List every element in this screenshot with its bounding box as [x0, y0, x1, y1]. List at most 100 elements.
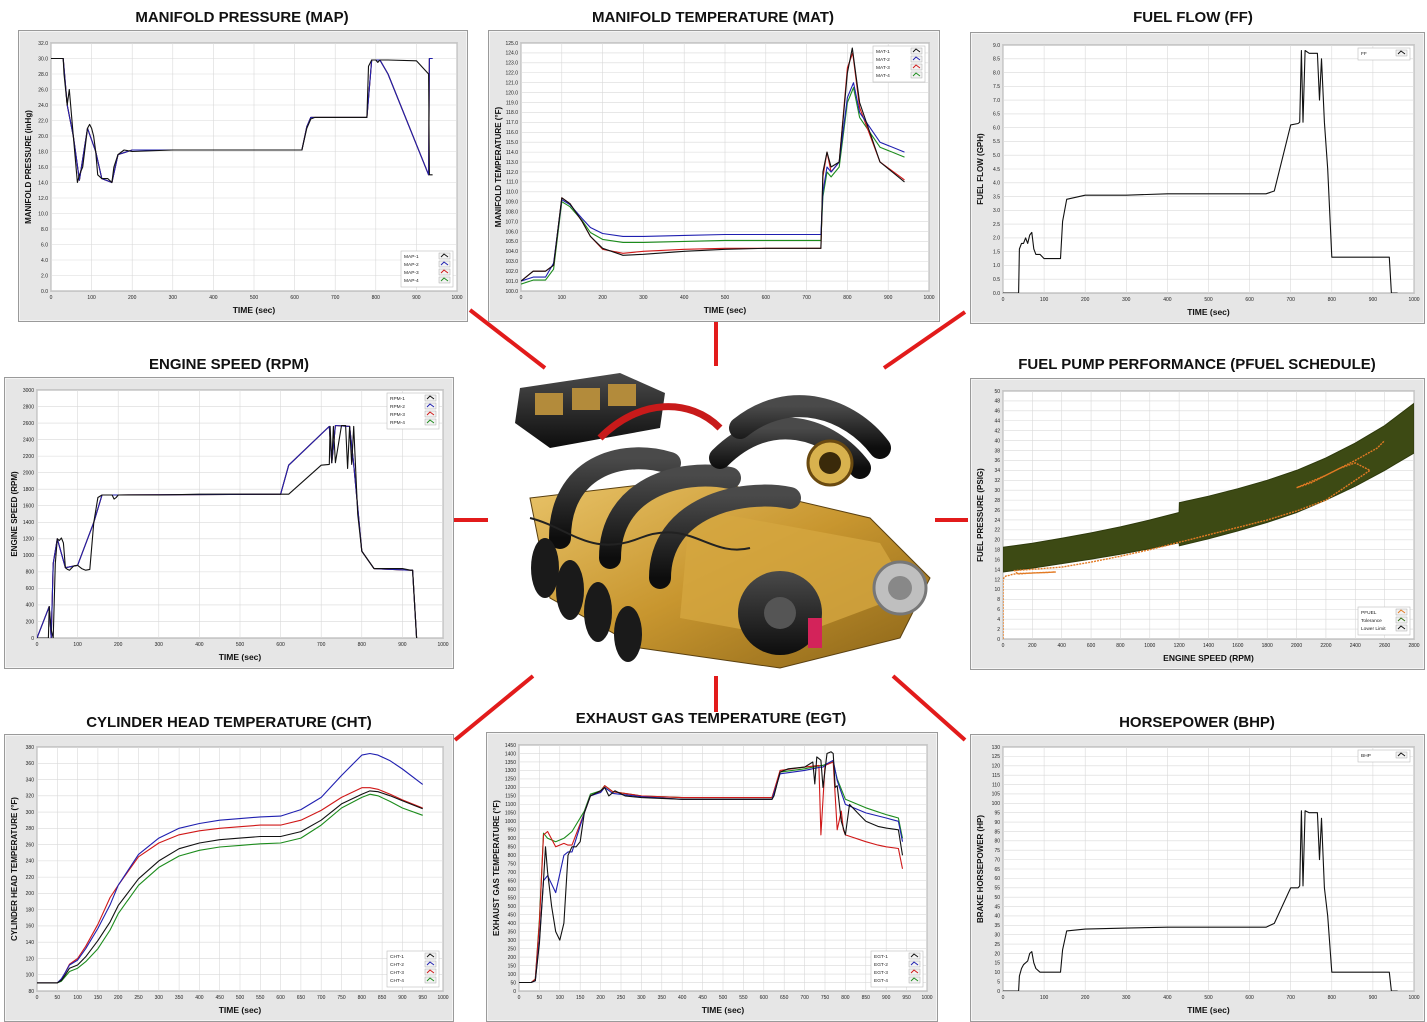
- y-tick-label: 60: [994, 876, 1000, 882]
- x-tick-label: 900: [398, 642, 407, 648]
- x-tick-label: 700: [802, 295, 811, 301]
- legend-swatch: [912, 56, 921, 61]
- x-tick-label: 400: [195, 642, 204, 648]
- x-tick-label: 550: [739, 995, 748, 1001]
- legend-swatch: [1397, 50, 1406, 55]
- legend-swatch: [426, 403, 435, 408]
- legend-swatch: [440, 261, 449, 266]
- x-axis-label: TIME (sec): [1187, 307, 1230, 317]
- y-tick-label: 320: [26, 794, 35, 800]
- y-tick-label: 130: [992, 745, 1001, 751]
- x-tick-label: 900: [884, 295, 893, 301]
- y-tick-label: 10: [994, 970, 1000, 976]
- x-tick-label: 150: [576, 995, 585, 1001]
- x-tick-label: 2800: [1408, 643, 1419, 649]
- y-tick-label: 5.0: [993, 153, 1000, 159]
- y-tick-label: 6.5: [993, 112, 1000, 118]
- series-line-cht-1: [37, 790, 423, 984]
- x-tick-label: 100: [558, 295, 567, 301]
- x-tick-label: 200: [1081, 995, 1090, 1001]
- x-tick-label: 800: [841, 995, 850, 1001]
- y-tick-label: 40: [994, 438, 1000, 444]
- y-tick-label: 85: [994, 829, 1000, 835]
- series-line-map-1: [51, 57, 433, 184]
- legend-swatch-box: [1395, 624, 1408, 632]
- x-tick-label: 300: [1122, 995, 1131, 1001]
- x-tick-label: 0: [36, 642, 39, 648]
- y-tick-label: 0.0: [993, 291, 1000, 297]
- y-tick-label: 900: [508, 836, 517, 842]
- y-tick-label: 0.0: [41, 289, 48, 295]
- series-line-pfuel: [1003, 440, 1386, 639]
- y-tick-label: 300: [26, 810, 35, 816]
- y-tick-label: 103.0: [505, 259, 518, 265]
- y-axis-label: CYLINDER HEAD TEMPERATURE (°F): [10, 797, 19, 941]
- y-tick-label: 115.0: [506, 140, 518, 146]
- chart-title-map: MANIFOLD PRESSURE (MAP): [135, 9, 349, 26]
- x-tick-label: 200: [598, 295, 607, 301]
- series-group: [51, 57, 433, 184]
- legend-swatch: [910, 961, 919, 966]
- x-tick-label: 350: [175, 995, 184, 1001]
- y-tick-label: 120: [992, 764, 1001, 770]
- y-tick-label: 6.0: [41, 242, 48, 248]
- legend-swatch: [426, 969, 435, 974]
- x-tick-label: 600: [762, 295, 771, 301]
- y-tick-label: 240: [26, 859, 35, 865]
- y-tick-label: 36: [994, 458, 1000, 464]
- y-axis-label: BRAKE HORSEPOWER (HP): [976, 815, 985, 923]
- legend-swatch: [426, 953, 435, 958]
- legend-label: CHT-3: [390, 970, 404, 976]
- y-tick-label: 10.0: [38, 211, 48, 217]
- x-tick-label: 800: [358, 642, 367, 648]
- x-tick-label: 250: [134, 995, 143, 1001]
- y-tick-label: 1400: [505, 751, 516, 757]
- y-tick-label: 125.0: [505, 41, 518, 47]
- x-tick-label: 400: [209, 295, 218, 301]
- y-tick-label: 2.0: [41, 273, 48, 279]
- x-tick-label: 750: [821, 995, 830, 1001]
- chart-title-rpm: ENGINE SPEED (RPM): [148, 356, 310, 373]
- series-line-ff: [1003, 49, 1398, 293]
- y-tick-label: 300: [508, 938, 517, 944]
- legend-swatch: [426, 961, 435, 966]
- series-line-mat-1: [521, 47, 905, 282]
- series-group: [37, 752, 424, 984]
- y-tick-label: 1100: [505, 802, 516, 808]
- y-axis-label: FUEL FLOW (GPH): [976, 133, 985, 205]
- y-tick-label: 26.0: [38, 87, 48, 93]
- chart-map: 0 100 200 300 400 500 600 700 800 900 1000 0.0 2.0 4.…: [24, 41, 463, 315]
- y-tick-label: 1400: [23, 520, 34, 526]
- y-tick-label: 112.0: [506, 170, 518, 176]
- x-tick-label: 800: [358, 995, 367, 1001]
- x-tick-label: 400: [1058, 643, 1067, 649]
- y-tick-label: 40: [994, 914, 1000, 920]
- y-tick-label: 18.0: [38, 149, 48, 155]
- x-tick-label: 2600: [1379, 643, 1390, 649]
- y-tick-label: 1250: [505, 777, 516, 783]
- x-tick-label: 500: [719, 995, 728, 1001]
- y-tick-label: 15: [994, 961, 1000, 967]
- x-axis-label: TIME (sec): [704, 305, 747, 315]
- y-tick-label: 550: [508, 895, 517, 901]
- y-tick-label: 10: [994, 587, 1000, 593]
- x-tick-label: 250: [617, 995, 626, 1001]
- y-tick-label: 150: [508, 963, 517, 969]
- x-tick-label: 800: [1328, 297, 1337, 303]
- y-tick-label: 20.0: [38, 134, 48, 140]
- legend-swatch: [426, 419, 435, 424]
- y-tick-label: 95: [994, 810, 1000, 816]
- y-tick-label: 4.5: [993, 167, 1000, 173]
- x-tick-label: 500: [250, 295, 259, 301]
- y-tick-label: 1000: [505, 819, 516, 825]
- y-tick-label: 119.0: [506, 100, 518, 106]
- x-tick-label: 50: [537, 995, 543, 1001]
- y-tick-label: 2: [997, 627, 1000, 633]
- connector-bhp: [891, 674, 967, 742]
- legend-swatch: [426, 395, 435, 400]
- x-tick-label: 200: [1081, 297, 1090, 303]
- y-tick-label: 0: [997, 989, 1000, 995]
- y-axis-label: EXHAUST GAS TEMPERATURE (°F): [492, 800, 501, 936]
- legend-label: RPM-3: [390, 412, 405, 418]
